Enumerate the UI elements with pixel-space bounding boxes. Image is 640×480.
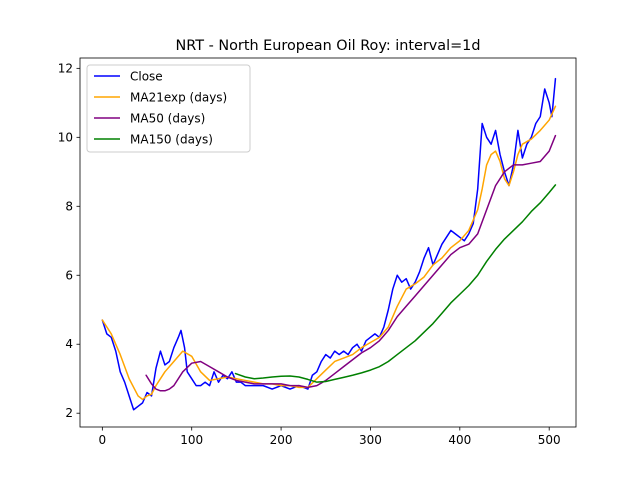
y-tick-label: 8 (65, 199, 73, 213)
y-tick-label: 10 (58, 130, 73, 144)
x-axis: 0 100 200 300 400 500 (99, 427, 561, 447)
y-tick-label: 2 (65, 406, 73, 420)
legend-label: Close (130, 70, 163, 84)
x-tick-label: 500 (538, 433, 561, 447)
y-tick-label: 4 (65, 337, 73, 351)
y-tick-label: 12 (58, 61, 73, 75)
x-tick-label: 400 (448, 433, 471, 447)
x-tick-label: 0 (99, 433, 107, 447)
y-axis: 2 4 6 8 10 12 (58, 61, 80, 420)
axes-frame (79, 57, 577, 428)
legend-label: MA50 (days) (130, 112, 205, 126)
legend: Close MA21exp (days) MA50 (days) MA150 (day… (86, 64, 251, 153)
series-line-4 (234, 184, 557, 383)
x-tick-label: 100 (180, 433, 203, 447)
legend-label: MA150 (days) (130, 133, 213, 147)
legend-box (86, 64, 251, 153)
plot-area (101, 77, 557, 411)
y-tick-label: 6 (65, 268, 73, 282)
legend-label: MA21exp (days) (130, 91, 227, 105)
series-line-3 (145, 134, 557, 392)
x-tick-label: 200 (270, 433, 293, 447)
x-tick-label: 300 (359, 433, 382, 447)
series-line-2 (101, 105, 557, 401)
chart-title: NRT - North European Oil Roy: interval=1… (176, 38, 481, 54)
series-line-1 (101, 77, 557, 411)
